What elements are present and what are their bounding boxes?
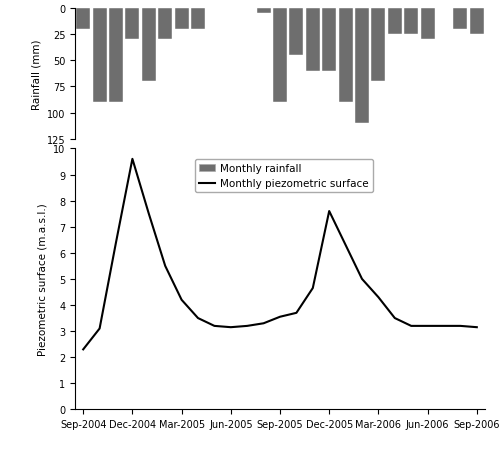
Bar <box>404 9 418 35</box>
Bar <box>142 9 156 82</box>
Bar <box>372 9 386 82</box>
Bar <box>126 9 140 40</box>
Bar <box>273 9 287 103</box>
Y-axis label: Rainfall (mm): Rainfall (mm) <box>31 39 41 109</box>
Bar <box>158 9 172 40</box>
Bar <box>109 9 123 103</box>
Bar <box>454 9 468 30</box>
Bar <box>191 9 205 30</box>
Bar <box>306 9 320 71</box>
Bar <box>338 9 352 103</box>
Bar <box>256 9 270 14</box>
Bar <box>470 9 484 35</box>
Bar <box>290 9 304 56</box>
Bar <box>92 9 106 103</box>
Y-axis label: Piezometric surface (m.a.s.l.): Piezometric surface (m.a.s.l.) <box>38 203 48 355</box>
Bar <box>420 9 434 40</box>
Bar <box>322 9 336 71</box>
Bar <box>388 9 402 35</box>
Legend: Monthly rainfall, Monthly piezometric surface: Monthly rainfall, Monthly piezometric su… <box>195 160 373 193</box>
Bar <box>174 9 188 30</box>
Bar <box>355 9 369 124</box>
Bar <box>76 9 90 30</box>
